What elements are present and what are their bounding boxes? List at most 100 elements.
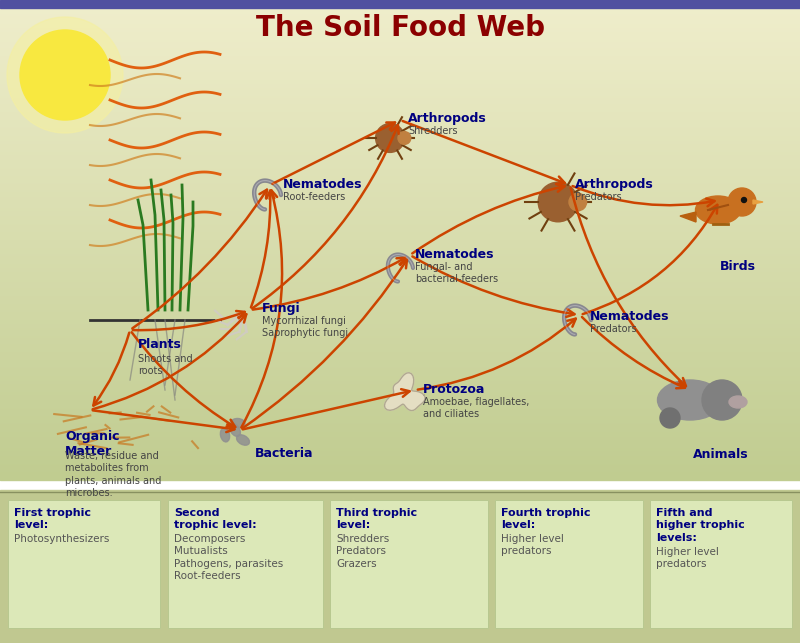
Bar: [0, 288, 800, 289]
Bar: [0, 80, 800, 81]
Bar: [0, 63, 800, 64]
Bar: [0, 309, 800, 310]
Ellipse shape: [220, 428, 230, 442]
Bar: [0, 273, 800, 274]
Bar: [0, 67, 800, 68]
Circle shape: [569, 193, 586, 211]
Bar: [0, 105, 800, 106]
Bar: [0, 159, 800, 160]
Text: Root-feeders: Root-feeders: [283, 192, 346, 202]
Bar: [0, 261, 800, 262]
Bar: [0, 75, 800, 76]
Bar: [0, 478, 800, 479]
Bar: [0, 393, 800, 394]
Bar: [0, 287, 800, 288]
Bar: [0, 348, 800, 349]
Bar: [0, 32, 800, 33]
Bar: [0, 421, 800, 422]
Bar: [0, 83, 800, 84]
Bar: [0, 236, 800, 237]
Bar: [0, 144, 800, 145]
Bar: [0, 130, 800, 131]
Bar: [0, 363, 800, 364]
Bar: [0, 119, 800, 120]
Bar: [0, 171, 800, 172]
Bar: [0, 399, 800, 400]
Text: Birds: Birds: [720, 260, 756, 273]
FancyBboxPatch shape: [8, 500, 160, 628]
Bar: [0, 172, 800, 173]
Bar: [0, 118, 800, 119]
Bar: [0, 445, 800, 446]
Bar: [0, 238, 800, 239]
Bar: [0, 383, 800, 384]
Bar: [0, 140, 800, 141]
Bar: [0, 84, 800, 85]
Text: Higher level
predators: Higher level predators: [656, 547, 719, 570]
Bar: [0, 245, 800, 246]
Bar: [0, 153, 800, 154]
Bar: [0, 213, 800, 214]
Text: Arthropods: Arthropods: [575, 178, 654, 191]
Bar: [0, 161, 800, 162]
FancyBboxPatch shape: [650, 500, 792, 628]
Bar: [0, 411, 800, 412]
Bar: [0, 22, 800, 23]
Bar: [0, 389, 800, 390]
Circle shape: [538, 182, 578, 222]
Bar: [0, 215, 800, 216]
Bar: [0, 269, 800, 270]
FancyBboxPatch shape: [168, 500, 323, 628]
Bar: [0, 132, 800, 133]
Bar: [0, 3, 800, 4]
Bar: [0, 440, 800, 441]
Bar: [0, 270, 800, 271]
Bar: [0, 342, 800, 343]
Bar: [0, 474, 800, 475]
Bar: [0, 205, 800, 206]
Bar: [0, 316, 800, 317]
Bar: [0, 473, 800, 474]
Bar: [0, 283, 800, 284]
Bar: [0, 210, 800, 211]
Bar: [0, 52, 800, 53]
Bar: [0, 409, 800, 410]
Bar: [0, 154, 800, 155]
Bar: [0, 282, 800, 283]
Text: Decomposers
Mutualists
Pathogens, parasites
Root-feeders: Decomposers Mutualists Pathogens, parasi…: [174, 534, 283, 581]
Bar: [0, 138, 800, 139]
Bar: [0, 181, 800, 182]
Bar: [0, 54, 800, 55]
Bar: [0, 231, 800, 232]
Bar: [0, 137, 800, 138]
Bar: [0, 279, 800, 280]
Bar: [0, 381, 800, 382]
Bar: [0, 428, 800, 429]
Bar: [0, 313, 800, 314]
Bar: [0, 272, 800, 273]
Bar: [0, 189, 800, 190]
Bar: [0, 398, 800, 399]
Bar: [0, 470, 800, 471]
Bar: [0, 228, 800, 229]
Bar: [0, 354, 800, 355]
Bar: [0, 206, 800, 207]
Bar: [0, 439, 800, 440]
Bar: [0, 198, 800, 199]
Bar: [0, 195, 800, 196]
Bar: [0, 121, 800, 122]
Bar: [0, 469, 800, 470]
Bar: [0, 429, 800, 430]
Bar: [0, 457, 800, 458]
Bar: [0, 265, 800, 266]
Bar: [0, 71, 800, 72]
Bar: [0, 209, 800, 210]
Text: First trophic
level:: First trophic level:: [14, 508, 91, 530]
Bar: [0, 328, 800, 329]
Bar: [0, 401, 800, 402]
Bar: [0, 351, 800, 352]
Bar: [0, 324, 800, 325]
Bar: [0, 38, 800, 39]
Bar: [0, 271, 800, 272]
Bar: [0, 317, 800, 318]
